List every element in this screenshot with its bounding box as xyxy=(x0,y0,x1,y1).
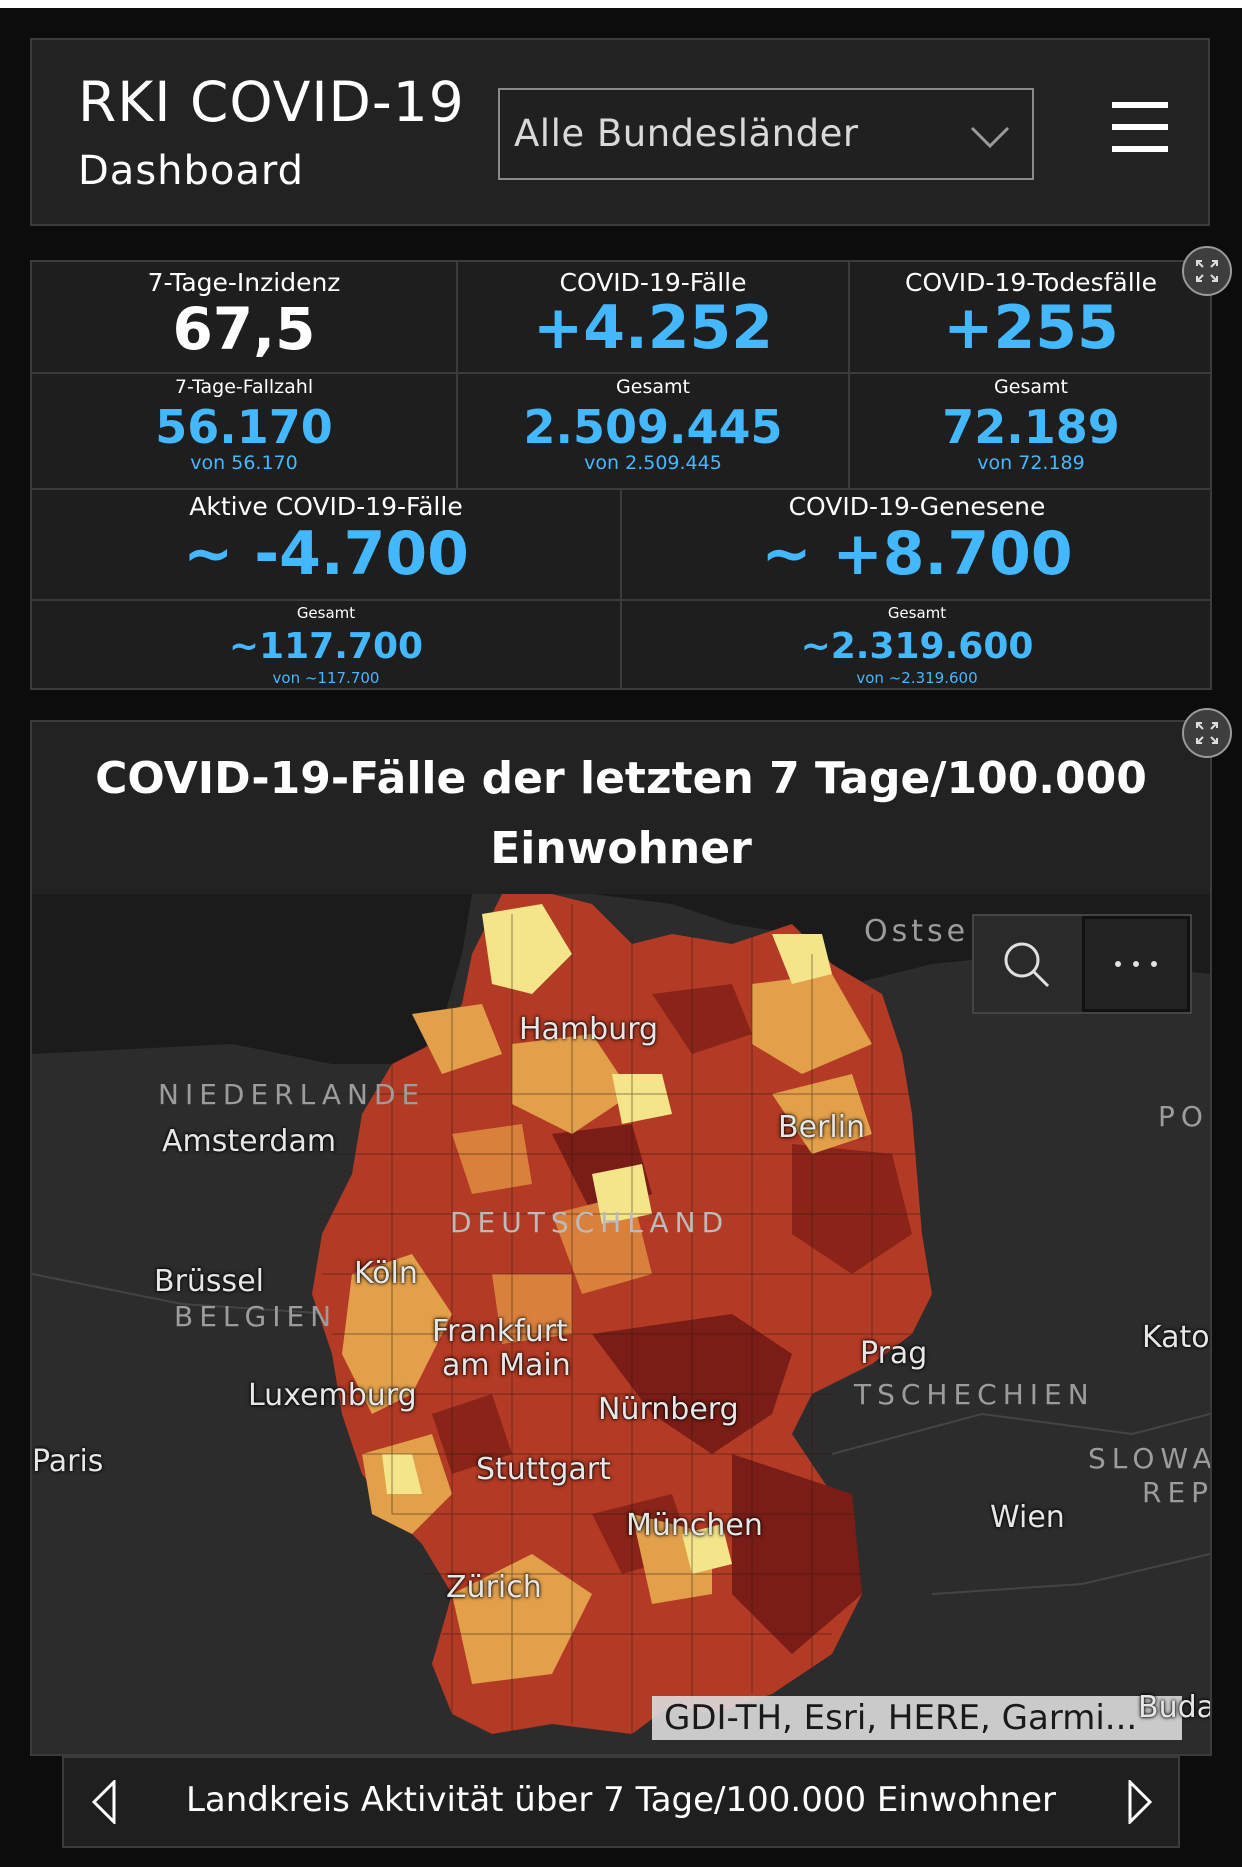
active-total-label: Gesamt xyxy=(296,604,356,622)
country-republik: REP xyxy=(1142,1476,1210,1509)
country-tschechien: TSCHECHIEN xyxy=(854,1378,1095,1411)
next-arrow-icon[interactable] xyxy=(1126,1780,1152,1824)
city-kato: Kato xyxy=(1142,1320,1210,1355)
map-title: COVID-19-Fälle der letzten 7 Tage/100.00… xyxy=(32,744,1210,884)
app-subtitle: Dashboard xyxy=(78,148,305,194)
map-more-button[interactable] xyxy=(1082,916,1190,1012)
germany-map[interactable]: Ostse Hamburg NIEDERLANDE Amsterdam Berl… xyxy=(32,894,1210,1754)
city-koeln: Köln xyxy=(354,1256,418,1291)
recovered-total-card: Gesamt ~2.319.600 von ~2.319.600 xyxy=(622,604,1212,687)
city-wien: Wien xyxy=(990,1500,1065,1535)
city-prag: Prag xyxy=(860,1336,928,1371)
country-belgien: BELGIEN xyxy=(174,1300,338,1333)
recovered-card: COVID-19-Genesene ~ +8.700 xyxy=(622,492,1212,589)
incidence-card: 7-Tage-Inzidenz 67,5 xyxy=(32,268,456,363)
state-select[interactable]: Alle Bundesländer xyxy=(498,88,1034,180)
country-niederlande: NIEDERLANDE xyxy=(158,1078,426,1111)
cases-total-label: Gesamt xyxy=(616,376,690,398)
city-buda: Buda xyxy=(1138,1690,1210,1725)
city-luxemburg: Luxemburg xyxy=(248,1378,417,1413)
city-frankfurt-am-main: am Main xyxy=(442,1348,571,1383)
map-title-line1: COVID-19-Fälle der letzten 7 Tage/100.00… xyxy=(95,753,1147,804)
deaths-card: COVID-19-Todesfälle +255 xyxy=(850,268,1212,363)
cases-card: COVID-19-Fälle +4.252 xyxy=(458,268,848,363)
city-berlin: Berlin xyxy=(778,1110,866,1145)
recovered-total-label: Gesamt xyxy=(887,604,947,622)
app-title: RKI COVID-19 xyxy=(78,70,465,134)
active-total-value: ~117.700 xyxy=(228,626,424,667)
more-icon xyxy=(1115,961,1157,967)
case-count-7d-label: 7-Tage-Fallzahl xyxy=(174,376,314,398)
country-slowakei: SLOWA xyxy=(1088,1442,1210,1475)
cases-value: +4.252 xyxy=(532,293,774,363)
map-toolbar xyxy=(972,914,1192,1014)
active-card: Aktive COVID-19-Fälle ~ -4.700 xyxy=(32,492,620,589)
case-count-7d-card: 7-Tage-Fallzahl 56.170 von 56.170 xyxy=(32,376,456,474)
recovered-total-sub: von ~2.319.600 xyxy=(856,669,978,687)
label-ostsee: Ostse xyxy=(864,914,970,949)
city-muenchen: München xyxy=(626,1508,763,1543)
cases-total-sub: von 2.509.445 xyxy=(584,452,722,474)
map-nav-footer: Landkreis Aktivität über 7 Tage/100.000 … xyxy=(62,1756,1180,1848)
incidence-value: 67,5 xyxy=(172,295,316,363)
city-hamburg: Hamburg xyxy=(519,1012,659,1047)
expand-map-icon[interactable] xyxy=(1182,708,1232,758)
case-count-7d-sub: von 56.170 xyxy=(190,452,298,474)
deaths-total-sub: von 72.189 xyxy=(977,452,1085,474)
active-total-card: Gesamt ~117.700 von ~117.700 xyxy=(32,604,620,687)
incidence-label: 7-Tage-Inzidenz xyxy=(147,268,341,297)
cases-total-value: 2.509.445 xyxy=(523,400,783,454)
active-label: Aktive COVID-19-Fälle xyxy=(189,492,463,521)
case-count-7d-value: 56.170 xyxy=(155,400,333,454)
active-total-sub: von ~117.700 xyxy=(272,669,380,687)
state-select-value: Alle Bundesländer xyxy=(514,112,859,155)
recovered-label: COVID-19-Genesene xyxy=(788,492,1046,521)
active-value: ~ -4.700 xyxy=(183,519,469,589)
stats-panel: 7-Tage-Inzidenz 67,5 COVID-19-Fälle +4.2… xyxy=(30,260,1212,690)
search-icon xyxy=(1004,942,1050,988)
city-stuttgart: Stuttgart xyxy=(476,1452,611,1487)
map-search-button[interactable] xyxy=(974,916,1080,1012)
hamburger-menu-icon[interactable] xyxy=(1112,102,1168,154)
city-bruessel: Brüssel xyxy=(154,1264,264,1299)
footer-label: Landkreis Aktivität über 7 Tage/100.000 … xyxy=(185,1780,1056,1820)
map-attribution-text: GDI-TH, Esri, HERE, Garmi... xyxy=(664,1698,1138,1738)
previous-arrow-icon[interactable] xyxy=(92,1780,118,1824)
map-attribution: GDI-TH, Esri, HERE, Garmi... xyxy=(652,1696,1182,1740)
recovered-total-value: ~2.319.600 xyxy=(800,626,1034,667)
cases-label: COVID-19-Fälle xyxy=(559,268,747,297)
expand-stats-icon[interactable] xyxy=(1182,246,1232,296)
app-header: RKI COVID-19 Dashboard Alle Bundesländer xyxy=(30,38,1210,226)
map-canvas xyxy=(32,894,1210,1734)
deaths-total-label: Gesamt xyxy=(994,376,1068,398)
city-frankfurt: Frankfurt xyxy=(432,1314,568,1349)
deaths-total-value: 72.189 xyxy=(942,400,1120,454)
country-po: PO xyxy=(1158,1100,1209,1133)
city-nuernberg: Nürnberg xyxy=(598,1392,739,1427)
deaths-total-card: Gesamt 72.189 von 72.189 xyxy=(850,376,1212,474)
country-deutschland: DEUTSCHLAND xyxy=(450,1206,730,1239)
deaths-label: COVID-19-Todesfälle xyxy=(905,268,1157,297)
cases-total-card: Gesamt 2.509.445 von 2.509.445 xyxy=(458,376,848,474)
city-paris: Paris xyxy=(32,1444,104,1479)
chevron-down-icon xyxy=(970,126,1010,148)
top-edge xyxy=(0,0,1242,8)
recovered-value: ~ +8.700 xyxy=(761,519,1073,589)
deaths-value: +255 xyxy=(943,293,1119,363)
city-amsterdam: Amsterdam xyxy=(162,1124,337,1159)
map-title-line2: Einwohner xyxy=(490,823,752,874)
map-panel: COVID-19-Fälle der letzten 7 Tage/100.00… xyxy=(30,720,1212,1756)
city-zuerich: Zürich xyxy=(446,1570,542,1605)
